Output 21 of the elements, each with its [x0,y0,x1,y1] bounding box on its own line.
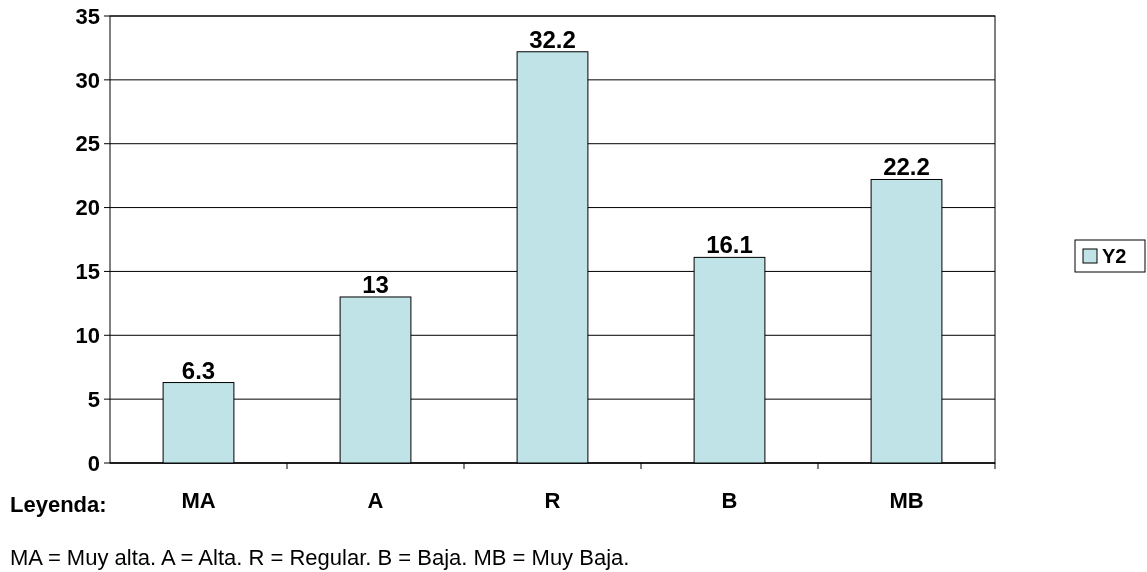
x-tick-label: A [367,488,384,513]
y-tick-label: 0 [87,450,100,476]
text: Leyenda: [10,492,107,517]
x-tick-label: B [721,488,738,513]
data-label: 13 [362,270,389,298]
legend-label: Y2 [1102,245,1127,267]
x-tick-label: MB [889,488,924,513]
y-tick-label: 35 [75,3,100,29]
y-tick-label: 10 [75,322,100,348]
data-label: 32.2 [529,25,576,53]
y-tick-label: 5 [87,386,100,412]
x-tick-label: R [544,488,561,513]
data-label: 16.1 [706,231,753,259]
y-tick-label: 25 [75,131,100,157]
data-label: 6.3 [181,356,216,384]
y-tick-label: 30 [75,67,100,93]
data-label: 22.2 [883,153,930,181]
y-tick-label: 15 [75,259,100,285]
y-tick-label: 20 [75,195,100,221]
x-tick-label: MA [181,488,216,513]
text: MA = Muy alta. A = Alta. R = Regular. B = Baja. MB = Muy Baja. [10,545,630,570]
